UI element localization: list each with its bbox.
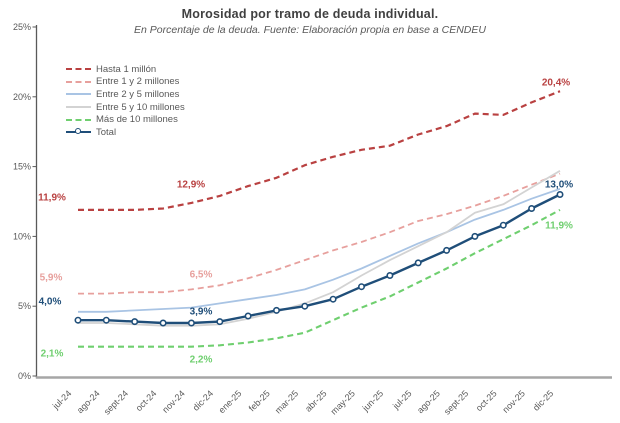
total-point-marker — [74, 316, 82, 324]
x-axis-label: nov-24 — [160, 388, 187, 415]
legend-marker-icon — [75, 127, 81, 134]
total-point-marker — [272, 306, 280, 314]
total-point-marker — [499, 221, 507, 229]
x-axis-label: may-25 — [329, 388, 357, 416]
legend-item-entre-5-y-10-millones: Entre 5 y 10 millones — [66, 101, 185, 114]
y-axis-label: 10% — [13, 231, 31, 241]
legend-swatch-mas-de-10-millones — [66, 118, 91, 121]
total-point-marker — [386, 271, 394, 279]
data-label: 20,4% — [542, 78, 570, 89]
y-axis-label: 20% — [13, 92, 31, 102]
total-point-marker — [556, 191, 564, 199]
x-axis-label: abr-25 — [303, 388, 328, 413]
data-label: 5,9% — [40, 273, 63, 284]
x-axis-label: ago-25 — [415, 388, 442, 415]
data-label: 11,9% — [545, 221, 573, 232]
legend-label: Total — [96, 126, 117, 138]
data-label: 4,0% — [39, 297, 62, 308]
legend-label: Entre 5 y 10 millones — [96, 101, 185, 113]
legend-item-entre-1-y-2-millones: Entre 1 y 2 millones — [66, 76, 185, 89]
series-line-hasta-1-millon — [78, 90, 561, 211]
x-axis-label: dic-25 — [531, 388, 555, 412]
series-line-mas-de-10-millones — [78, 208, 561, 348]
data-label: 6,5% — [190, 270, 213, 281]
total-point-marker — [414, 259, 422, 267]
series-line-total — [78, 193, 561, 325]
legend-label: Hasta 1 millón — [96, 63, 157, 75]
x-axis-label: nov-25 — [500, 388, 527, 415]
y-axis-label: 5% — [18, 301, 31, 311]
total-point-marker — [301, 302, 309, 310]
data-label: 2,1% — [41, 349, 64, 360]
legend-label: Entre 2 y 5 millones — [96, 88, 180, 100]
total-point-marker — [244, 312, 252, 320]
legend-item-hasta-1-millon: Hasta 1 millón — [66, 63, 185, 76]
series-line-entre-5-y-10-millones — [78, 170, 561, 327]
legend-label: Más de 10 millones — [96, 114, 178, 126]
y-axis-label: 0% — [18, 371, 31, 381]
total-point-marker — [131, 318, 139, 326]
data-label: 3,9% — [190, 307, 213, 318]
x-axis-label: sept-24 — [102, 388, 130, 416]
total-point-marker — [443, 246, 451, 254]
legend-swatch-entre-2-y-5-millones — [66, 93, 91, 96]
chart-title: Morosidad por tramo de deuda individual. — [181, 7, 439, 21]
legend: Hasta 1 millón Entre 1 y 2 millones Entre … — [66, 63, 185, 139]
legend-item-mas-de-10-millones: Más de 10 millones — [66, 113, 185, 126]
x-axis-label: oct-25 — [474, 388, 499, 413]
x-axis-label: ene-25 — [217, 388, 244, 415]
y-axis-label: 25% — [13, 22, 31, 32]
data-label: 11,9% — [38, 193, 66, 204]
data-label: 2,2% — [190, 355, 213, 366]
x-axis-label: mar-25 — [273, 388, 300, 415]
total-point-marker — [329, 295, 337, 303]
total-point-marker — [528, 205, 536, 213]
x-axis-label: dic-24 — [191, 388, 215, 412]
legend-item-entre-2-y-5-millones: Entre 2 y 5 millones — [66, 88, 185, 101]
total-point-marker — [159, 319, 167, 327]
x-axis-label: feb-25 — [247, 388, 272, 413]
legend-label: Entre 1 y 2 millones — [96, 76, 180, 88]
chart-subtitle: En Porcentaje de la deuda. Fuente: Elabo… — [134, 24, 486, 36]
x-axis-label: jul-25 — [390, 388, 413, 411]
legend-swatch-hasta-1-millon — [66, 68, 91, 71]
legend-swatch-entre-1-y-2-millones — [66, 80, 91, 83]
y-axis-label: 15% — [13, 162, 31, 172]
series-line-entre-2-y-5-millones — [78, 188, 561, 313]
data-label: 12,9% — [177, 180, 205, 191]
x-axis-label: sept-25 — [442, 388, 470, 416]
legend-item-total: Total — [66, 126, 185, 139]
data-label: 13,0% — [545, 180, 573, 191]
legend-swatch-entre-5-y-10-millones — [66, 106, 91, 109]
x-axis-label: jul-24 — [50, 388, 73, 411]
total-point-marker — [102, 316, 110, 324]
total-point-marker — [216, 318, 224, 326]
total-point-marker — [471, 232, 479, 240]
x-axis-label: oct-24 — [134, 388, 159, 413]
x-axis-label: ago-24 — [75, 388, 102, 415]
total-point-marker — [357, 283, 365, 291]
total-point-marker — [187, 319, 195, 327]
x-axis-label: jun-25 — [360, 388, 385, 413]
legend-swatch-total — [66, 127, 91, 134]
series-line-entre-1-y-2-millones — [78, 172, 561, 295]
